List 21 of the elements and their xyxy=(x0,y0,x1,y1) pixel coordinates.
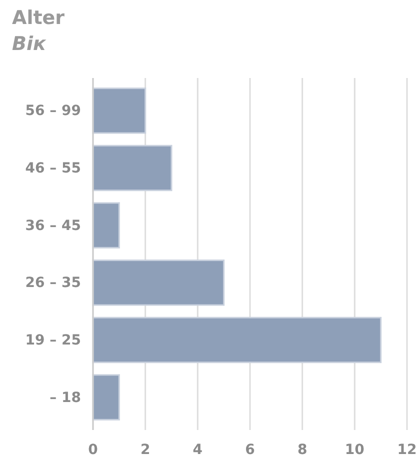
chart-subtitle: Вік xyxy=(12,33,47,55)
bar xyxy=(92,88,146,134)
bar xyxy=(92,144,172,192)
bar xyxy=(92,316,382,364)
bar xyxy=(92,374,120,420)
bar xyxy=(92,202,120,248)
x-tick-label: 0 xyxy=(88,442,98,458)
y-tick-label: 26 – 35 xyxy=(25,275,81,292)
x-tick-label: 8 xyxy=(297,442,308,458)
y-tick-label: 56 – 99 xyxy=(25,103,81,120)
y-tick-label: 46 – 55 xyxy=(25,160,81,176)
x-tick-label: 4 xyxy=(192,442,203,458)
y-tick-label: 36 – 45 xyxy=(25,218,81,234)
chart-title: Alter xyxy=(12,7,66,29)
x-tick-label: 12 xyxy=(397,442,417,458)
x-tick-label: 2 xyxy=(140,442,150,458)
x-tick-label: 6 xyxy=(245,442,255,458)
x-tick-label: 10 xyxy=(344,442,365,458)
y-tick-label: – 18 xyxy=(50,390,81,406)
y-tick-label: 19 – 25 xyxy=(25,332,81,348)
bar xyxy=(92,260,225,306)
